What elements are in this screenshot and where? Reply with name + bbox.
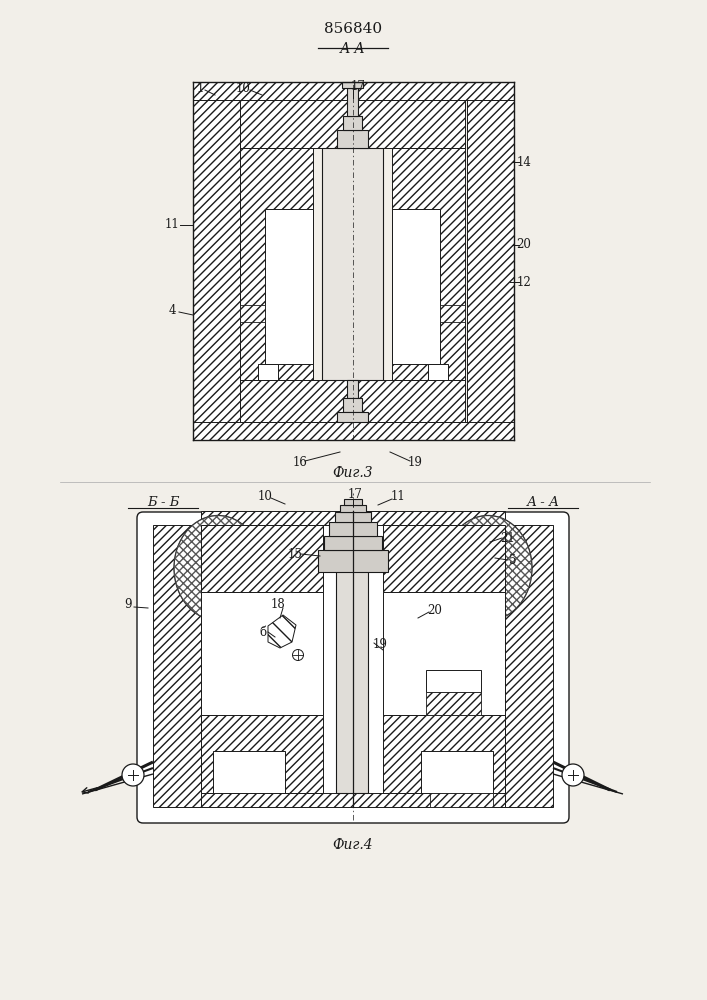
Text: 11: 11 bbox=[165, 219, 180, 232]
Bar bbox=[201, 793, 505, 807]
Text: Фиг.3: Фиг.3 bbox=[333, 466, 373, 480]
Bar bbox=[505, 525, 553, 807]
Polygon shape bbox=[430, 793, 493, 807]
Bar bbox=[342, 82, 363, 88]
Bar bbox=[344, 499, 362, 505]
Text: 21: 21 bbox=[501, 532, 515, 544]
Text: 1: 1 bbox=[197, 82, 204, 95]
Text: 10: 10 bbox=[257, 490, 272, 504]
Circle shape bbox=[293, 650, 303, 660]
Polygon shape bbox=[440, 305, 465, 322]
Bar bbox=[201, 715, 323, 793]
Text: 15: 15 bbox=[288, 548, 303, 560]
Bar bbox=[467, 100, 514, 440]
Text: 17: 17 bbox=[351, 80, 366, 93]
Bar bbox=[201, 525, 323, 592]
Bar bbox=[193, 82, 514, 100]
Text: 11: 11 bbox=[391, 490, 405, 504]
Text: 856840: 856840 bbox=[324, 22, 382, 36]
Bar bbox=[383, 715, 505, 793]
Bar bbox=[329, 522, 377, 536]
Bar bbox=[213, 751, 285, 793]
Ellipse shape bbox=[174, 516, 262, 620]
Text: 10: 10 bbox=[235, 82, 250, 95]
Text: А-А: А-А bbox=[340, 42, 366, 56]
Bar bbox=[421, 751, 493, 793]
Bar bbox=[340, 505, 366, 512]
Bar bbox=[201, 511, 505, 525]
Polygon shape bbox=[240, 305, 265, 322]
Bar bbox=[240, 380, 465, 422]
Bar bbox=[343, 116, 362, 130]
Bar bbox=[240, 148, 313, 380]
Bar bbox=[337, 130, 368, 148]
Bar bbox=[383, 525, 505, 592]
Text: Фиг.4: Фиг.4 bbox=[333, 838, 373, 852]
Text: А - А: А - А bbox=[527, 495, 559, 508]
Text: 20: 20 bbox=[517, 238, 532, 251]
Text: Б - Б: Б - Б bbox=[147, 495, 180, 508]
Text: 18: 18 bbox=[271, 598, 286, 611]
Text: 14: 14 bbox=[517, 155, 532, 168]
Bar bbox=[153, 525, 201, 807]
Bar bbox=[383, 592, 505, 715]
Text: 19: 19 bbox=[373, 639, 387, 652]
Bar bbox=[240, 100, 465, 148]
Bar bbox=[324, 536, 382, 550]
Text: 20: 20 bbox=[428, 603, 443, 616]
Text: 16: 16 bbox=[293, 456, 308, 470]
Bar bbox=[265, 209, 313, 364]
FancyBboxPatch shape bbox=[137, 512, 569, 823]
Text: 19: 19 bbox=[407, 456, 423, 470]
Bar bbox=[428, 364, 448, 380]
Bar bbox=[258, 364, 278, 380]
Text: 12: 12 bbox=[517, 275, 532, 288]
Bar bbox=[392, 209, 440, 364]
Bar bbox=[343, 398, 362, 412]
Text: 17: 17 bbox=[348, 488, 363, 502]
Text: б: б bbox=[259, 626, 267, 639]
Bar bbox=[426, 692, 481, 715]
Ellipse shape bbox=[444, 516, 532, 620]
Circle shape bbox=[122, 764, 144, 786]
Bar bbox=[201, 592, 323, 715]
Bar bbox=[347, 88, 358, 116]
Polygon shape bbox=[268, 615, 296, 648]
Bar bbox=[336, 525, 368, 793]
Bar bbox=[193, 100, 240, 440]
Bar bbox=[426, 670, 481, 692]
Bar bbox=[318, 550, 388, 572]
Bar bbox=[392, 148, 465, 380]
Bar bbox=[337, 412, 368, 422]
Bar bbox=[347, 380, 358, 398]
Bar bbox=[322, 148, 383, 380]
Bar bbox=[335, 512, 371, 522]
Bar bbox=[193, 422, 514, 440]
Circle shape bbox=[562, 764, 584, 786]
Text: 9: 9 bbox=[124, 598, 132, 611]
Text: 4: 4 bbox=[168, 304, 176, 316]
Text: 5: 5 bbox=[509, 554, 517, 566]
